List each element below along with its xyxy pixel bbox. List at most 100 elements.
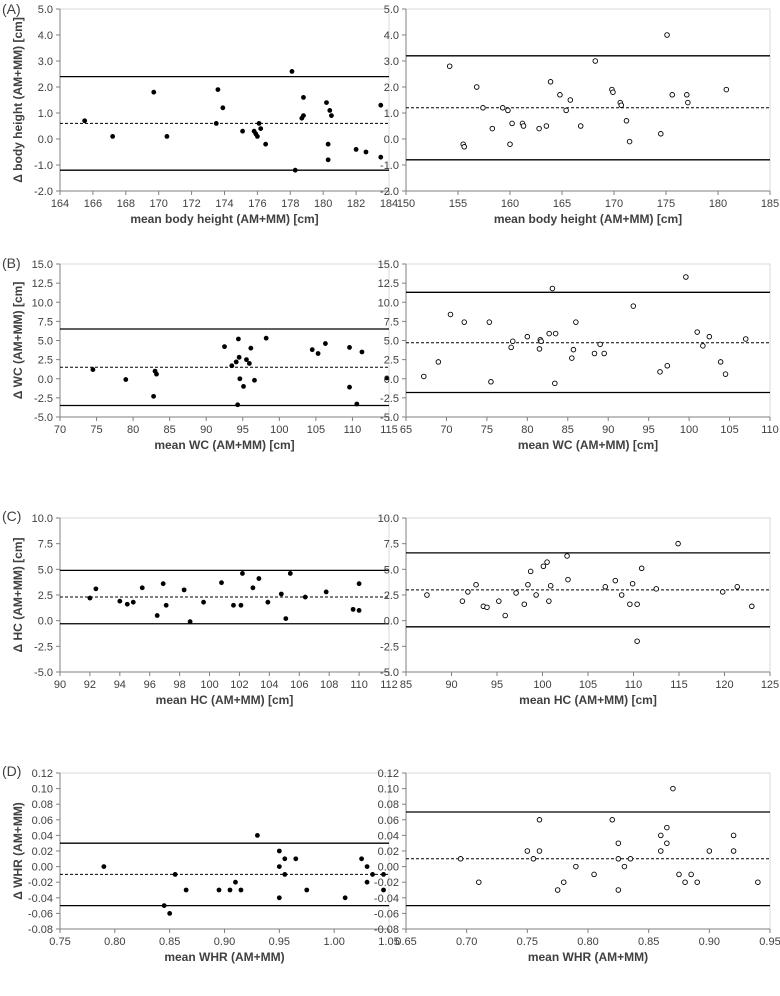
y-tick-label: 2.5 <box>38 590 53 602</box>
y-tick-label: 0.08 <box>378 799 399 811</box>
y-tick-label: -0.08 <box>28 924 53 936</box>
data-point <box>630 303 637 309</box>
x-tick-label: 0.95 <box>759 936 780 948</box>
data-point <box>484 604 490 611</box>
data-point <box>540 563 547 570</box>
x-tick-label: 85 <box>164 424 176 436</box>
data-point <box>244 357 249 363</box>
data-point <box>505 107 511 114</box>
data-point <box>524 848 531 854</box>
x-tick-label: 165 <box>553 198 571 210</box>
data-point <box>347 344 352 350</box>
y-tick-label: -0.04 <box>374 893 399 905</box>
data-point <box>381 887 386 893</box>
data-point <box>513 590 519 596</box>
x-tick-label: 120 <box>715 679 733 691</box>
data-point <box>688 871 694 878</box>
x-tick-label: 164 <box>51 198 69 210</box>
y-tick-label: 10.0 <box>32 513 53 525</box>
x-tick-label: 0.85 <box>638 936 659 948</box>
data-point <box>248 345 254 351</box>
chart-panel-b-right: -5.0 -2.5 0.0 2.5 5.0 7.5 10.0 12.5 15.0 65 70 75 80… <box>378 259 779 452</box>
y-tick-label: 0.02 <box>32 846 53 858</box>
data-point <box>521 601 528 607</box>
y-tick-label: 0.10 <box>378 784 399 796</box>
data-point <box>447 311 454 318</box>
data-point <box>246 361 252 366</box>
data-point <box>615 856 622 862</box>
data-point <box>238 887 244 893</box>
x-tick-label: 65 <box>400 424 412 436</box>
x-tick-label: 160 <box>501 198 519 210</box>
data-point <box>525 581 531 588</box>
data-point <box>151 393 156 399</box>
data-point <box>657 369 663 375</box>
x-tick-label: 174 <box>215 198 233 210</box>
x-tick-label: 95 <box>491 679 503 691</box>
y-tick-label: -2.5 <box>34 393 53 405</box>
y-tick-label: 1.0 <box>38 108 53 120</box>
data-point <box>591 871 597 878</box>
data-point <box>263 335 269 341</box>
data-point <box>638 565 645 572</box>
y-tick-label: 10.0 <box>378 513 399 525</box>
data-point <box>161 903 167 908</box>
y-tick-label: 12.5 <box>378 278 399 290</box>
data-point <box>552 380 558 387</box>
y-tick-label: 7.5 <box>384 539 399 551</box>
data-point <box>670 785 676 792</box>
data-point <box>627 601 633 607</box>
svg-text:(D): (D) <box>2 763 21 779</box>
y-tick-label: 0.04 <box>378 830 399 842</box>
x-tick-label: 110 <box>625 679 643 691</box>
x-tick-label: 170 <box>150 198 168 210</box>
data-point <box>658 131 664 137</box>
x-tick-label: 108 <box>320 679 338 691</box>
data-point <box>507 141 513 147</box>
y-tick-label: -2.5 <box>380 393 399 405</box>
y-axis-title: Δ WC (AM+MM) [cm] <box>11 282 25 400</box>
y-tick-label: 5.0 <box>384 336 399 348</box>
data-point <box>533 592 539 598</box>
x-tick-label: 105 <box>720 424 738 436</box>
x-tick-label: 0.80 <box>577 936 598 948</box>
data-point <box>473 84 480 90</box>
data-point <box>325 157 331 163</box>
x-tick-label: 180 <box>314 198 332 210</box>
data-point <box>293 856 299 862</box>
x-tick-label: 110 <box>350 679 368 691</box>
y-tick-label: -2.0 <box>380 186 399 198</box>
data-point <box>110 134 116 139</box>
plot-area-border <box>59 8 390 192</box>
data-point <box>238 602 244 608</box>
data-point <box>610 89 616 95</box>
x-tick-label: 90 <box>445 679 457 691</box>
x-tick-label: 0.95 <box>269 936 290 948</box>
data-point <box>160 581 166 587</box>
data-point <box>289 69 295 74</box>
data-point <box>381 872 386 877</box>
x-tick-label: 105 <box>307 424 325 436</box>
data-point <box>546 598 552 604</box>
x-tick-label: 90 <box>200 424 212 436</box>
plot-area-border <box>405 8 771 192</box>
y-tick-label: -1.0 <box>34 160 53 172</box>
x-axis-title: mean WHR (AM+MM) <box>164 950 284 964</box>
data-point <box>364 864 370 869</box>
data-point <box>560 879 567 885</box>
data-point <box>612 577 619 584</box>
svg-text:(A): (A) <box>2 1 21 17</box>
y-tick-label: -0.02 <box>374 877 399 889</box>
y-tick-label: 5.0 <box>38 336 53 348</box>
data-point <box>602 584 609 590</box>
data-point <box>509 120 515 127</box>
x-tick-label: 170 <box>605 198 623 210</box>
x-tick-label: 106 <box>290 679 308 691</box>
x-tick-label: 168 <box>117 198 135 210</box>
data-point <box>676 871 682 878</box>
data-point <box>457 856 464 862</box>
data-point <box>255 833 260 838</box>
data-point <box>240 128 245 134</box>
data-point <box>256 121 262 126</box>
data-point <box>609 817 616 823</box>
